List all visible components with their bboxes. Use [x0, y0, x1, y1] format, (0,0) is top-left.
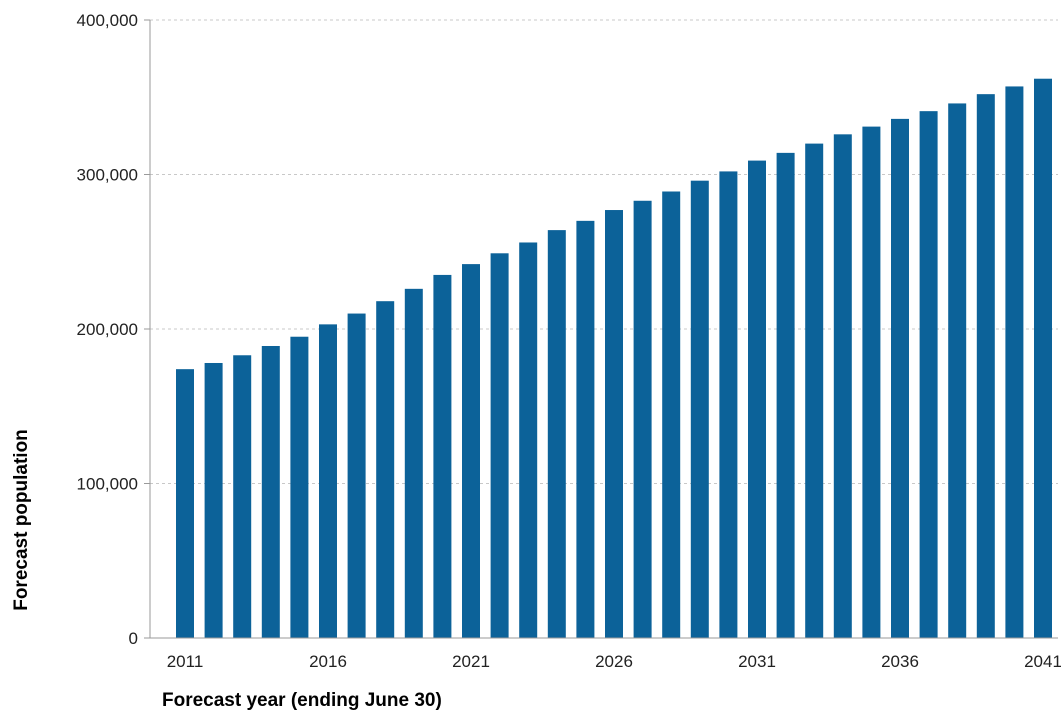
bar-2017 — [347, 313, 366, 638]
bar-2040 — [1005, 86, 1024, 638]
bar-2021 — [462, 264, 480, 638]
bar-2038 — [948, 103, 967, 639]
bar-2020 — [433, 274, 452, 638]
bar-2039 — [976, 94, 995, 638]
x-tick-label: 2041 — [1024, 652, 1061, 671]
y-axis-title: Forecast population — [11, 429, 32, 611]
bar-2026 — [605, 210, 623, 638]
y-tick-label: 400,000 — [77, 11, 138, 30]
x-tick-label: 2011 — [167, 652, 204, 671]
bar-2013 — [233, 355, 252, 638]
bar-2022 — [490, 253, 509, 639]
bar-2011 — [176, 369, 194, 638]
bar-2012 — [204, 362, 223, 638]
bar-2036 — [891, 118, 909, 638]
bar-2030 — [719, 171, 738, 638]
bar-2034 — [833, 134, 852, 638]
bar-2041 — [1034, 78, 1052, 638]
bar-2035 — [862, 126, 881, 638]
bar-2029 — [690, 180, 709, 638]
x-tick-label: 2021 — [452, 652, 490, 671]
x-tick-label: 2016 — [309, 652, 347, 671]
bar-2032 — [776, 152, 795, 638]
bar-2015 — [290, 336, 309, 638]
x-tick-label: 2031 — [738, 652, 776, 671]
bar-2018 — [376, 301, 395, 638]
y-tick-label: 100,000 — [77, 475, 138, 494]
x-tick-label: 2026 — [595, 652, 633, 671]
bar-2016 — [319, 324, 337, 638]
bar-2014 — [261, 345, 280, 638]
y-tick-label: 300,000 — [77, 166, 138, 185]
bar-2037 — [919, 111, 938, 638]
bar-2019 — [404, 288, 423, 638]
x-axis-title: Forecast year (ending June 30) — [162, 690, 442, 711]
bar-2025 — [576, 220, 595, 638]
bar-2023 — [519, 242, 538, 639]
y-tick-labels: 0 100,000 200,000 300,000 400,000 — [77, 11, 138, 648]
axes — [144, 19, 1058, 639]
y-tick-label: 0 — [129, 629, 138, 648]
bar-2033 — [805, 143, 824, 638]
bar-2028 — [662, 191, 681, 638]
bar-2027 — [633, 200, 652, 638]
x-tick-labels: 2011 2016 2021 2026 2031 2036 2041 — [167, 652, 1061, 671]
x-tick-label: 2036 — [881, 652, 919, 671]
y-tick-label: 200,000 — [77, 320, 138, 339]
bar-2031 — [748, 160, 766, 638]
bars — [176, 78, 1052, 639]
bar-2024 — [547, 230, 566, 638]
